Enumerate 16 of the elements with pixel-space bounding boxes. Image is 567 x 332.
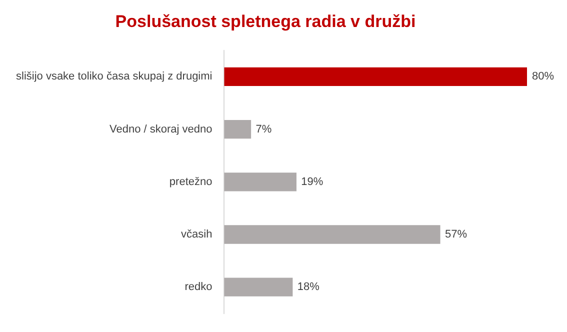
data-label: 18% xyxy=(297,281,320,294)
y-tick-label: redko xyxy=(184,281,212,294)
bar xyxy=(224,120,252,139)
y-tick-label: pretežno xyxy=(169,176,212,188)
y-tick-label: včasih xyxy=(181,228,212,241)
data-label: 57% xyxy=(444,228,468,241)
data-label: 80% xyxy=(532,70,554,83)
bar xyxy=(224,225,440,244)
data-label: 19% xyxy=(301,176,324,188)
y-tick-label: slišijo vsake toliko časa skupaj z drugimi xyxy=(16,70,212,83)
bar xyxy=(224,172,296,192)
chart-title: Poslušanost spletnega radia v družbi xyxy=(115,12,416,31)
y-tick-label: Vedno / skoraj vedno xyxy=(109,123,212,136)
bar xyxy=(224,278,293,296)
bar xyxy=(224,67,527,86)
data-label: 7% xyxy=(256,123,272,136)
